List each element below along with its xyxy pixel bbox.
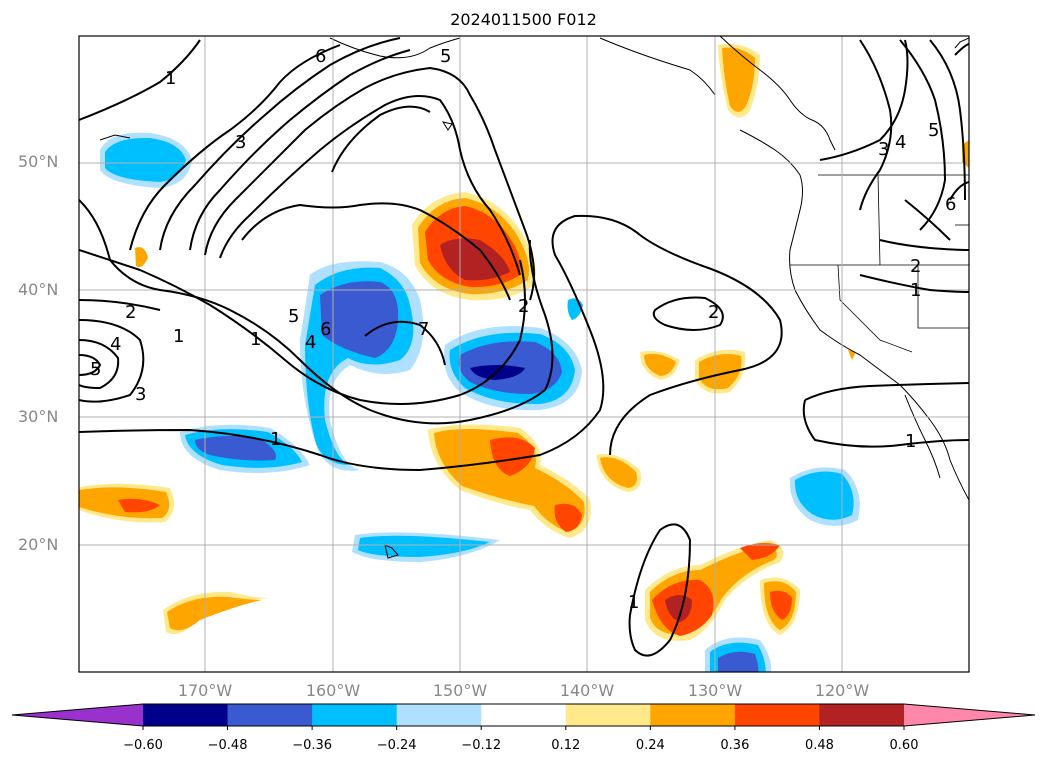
colorbar-cell <box>396 704 482 726</box>
colorbar-cell <box>143 704 229 726</box>
contour-lines <box>79 37 969 657</box>
colorbar-cell <box>734 704 820 726</box>
map-frame <box>78 35 970 673</box>
coastlines <box>99 36 969 559</box>
contour-label: 6 <box>945 194 956 215</box>
colorbar-extend-left <box>12 704 143 726</box>
lon-label: 120°W <box>814 681 870 700</box>
colorbar-tick-label: 0.48 <box>804 738 834 753</box>
contour-label: 1 <box>905 431 916 452</box>
gridlines <box>79 36 969 672</box>
colorbar-tick-label: −0.60 <box>123 738 163 753</box>
colorbar-tick-label: 0.12 <box>551 738 581 753</box>
colorbar-tick-label: −0.12 <box>461 738 502 753</box>
contour-label: 2 <box>125 302 136 323</box>
colorbar-tick-label: 0.24 <box>635 738 665 753</box>
contour-label: 1 <box>628 592 639 613</box>
colorbar-extend-right <box>904 704 1035 726</box>
colorbar-cell <box>819 704 905 726</box>
map-area: 1 3 5 6 5 4 6 7 2 2 4 5 3 1 2 1 2 1 1 1 … <box>79 36 969 672</box>
contour-label: 3 <box>235 132 246 153</box>
colorbar <box>11 703 1036 730</box>
contour-label: 1 <box>910 280 921 301</box>
contour-label: 5 <box>288 306 299 327</box>
colorbar-tick-label: −0.48 <box>207 738 248 753</box>
shading-negative <box>100 132 860 672</box>
lon-label: 140°W <box>559 681 615 700</box>
contour-label: 4 <box>110 334 121 355</box>
lon-label: 160°W <box>305 681 361 700</box>
lat-label: 50°N <box>18 152 59 171</box>
contour-label: 2 <box>708 302 719 323</box>
colorbar-tick-label: 0.36 <box>720 738 750 753</box>
colorbar-cell <box>565 704 651 726</box>
colorbar-tick-label: 0.60 <box>889 738 919 753</box>
colorbar-cell <box>650 704 736 726</box>
lat-label: 40°N <box>18 280 59 299</box>
contour-label: 7 <box>418 319 429 340</box>
contour-label: 1 <box>270 429 281 450</box>
contour-label: 5 <box>440 46 451 67</box>
contour-label: 5 <box>928 120 939 141</box>
contour-label: 1 <box>173 326 184 347</box>
contour-label: 5 <box>90 359 101 380</box>
lon-label: 170°W <box>177 681 233 700</box>
colorbar-tick-label: −0.36 <box>292 738 333 753</box>
contour-label: 3 <box>878 139 889 160</box>
lat-label: 30°N <box>18 407 59 426</box>
colorbar-cell <box>481 704 567 726</box>
contour-label: 4 <box>305 332 316 353</box>
contour-label: 2 <box>518 296 529 317</box>
contour-label: 3 <box>135 384 146 405</box>
colorbar-cell <box>227 704 313 726</box>
map-title: 2024011500 F012 <box>450 10 597 29</box>
lon-label: 130°W <box>687 681 743 700</box>
contour-label-group: 1 3 5 6 5 4 6 7 2 2 4 5 3 1 2 1 2 1 1 1 … <box>90 46 956 613</box>
borders <box>790 174 969 353</box>
contour-label: 2 <box>910 256 921 277</box>
colorbar-tick-label: −0.24 <box>376 738 417 753</box>
contour-label: 1 <box>165 68 176 89</box>
contour-label: 1 <box>250 329 261 350</box>
lat-label: 20°N <box>18 535 59 554</box>
contour-label: 6 <box>315 46 326 67</box>
colorbar-cell <box>312 704 398 726</box>
contour-label: 6 <box>320 319 331 340</box>
contour-label: 4 <box>895 132 906 153</box>
lon-label: 150°W <box>432 681 488 700</box>
